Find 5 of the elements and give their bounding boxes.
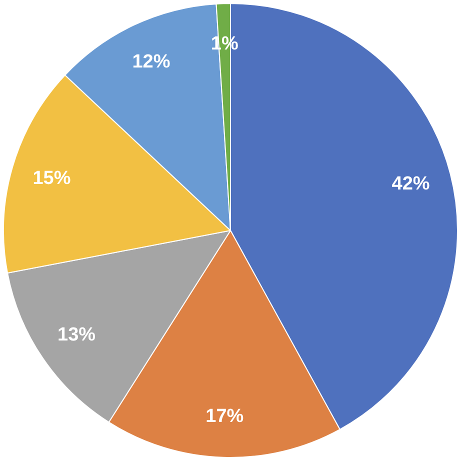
data-label: 17% xyxy=(206,406,244,427)
data-label: 13% xyxy=(58,324,96,346)
data-label: 42% xyxy=(392,173,430,194)
data-label: 15% xyxy=(32,168,71,189)
data-label: 12% xyxy=(132,51,170,72)
